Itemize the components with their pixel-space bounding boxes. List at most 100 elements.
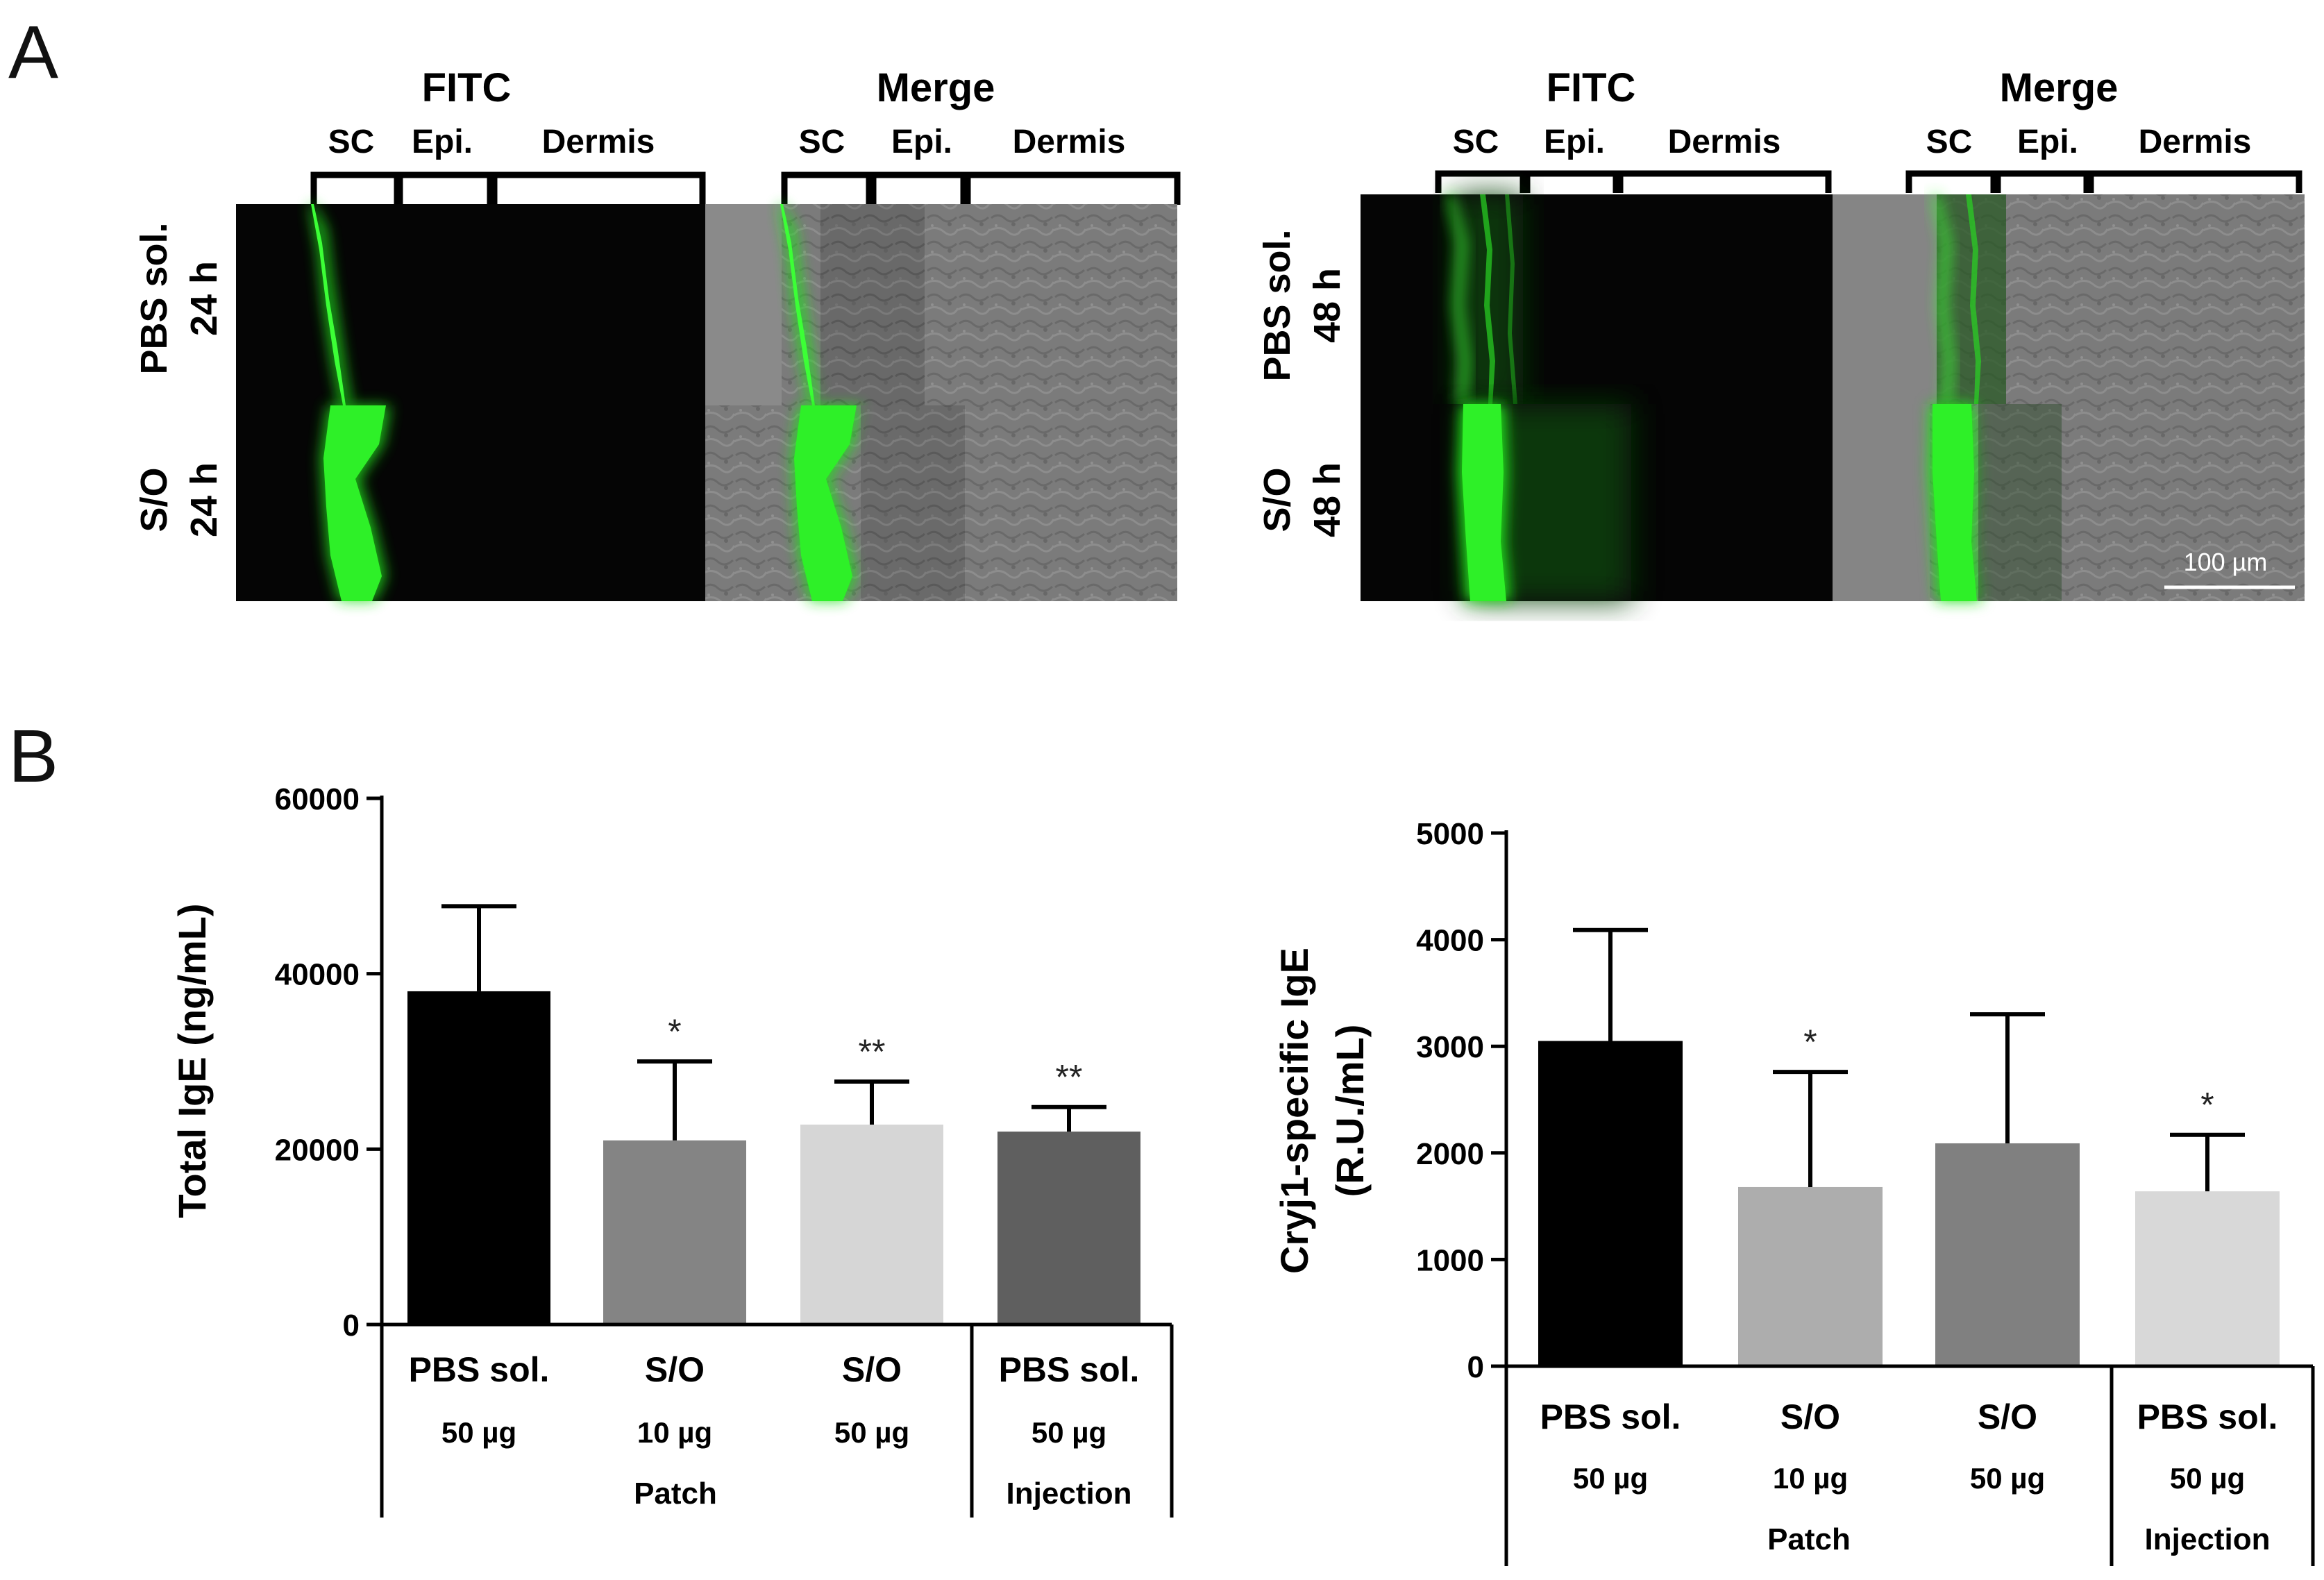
fitc-title-right: FITC <box>1547 65 1636 110</box>
error-bars <box>441 904 1106 1141</box>
significance-marks: ** <box>1803 1023 2214 1125</box>
significance-mark: * <box>1803 1023 1817 1061</box>
significance-mark: * <box>2200 1086 2214 1125</box>
y-tick-label: 5000 <box>1416 817 1484 851</box>
category-dose: 50 µg <box>834 1416 909 1449</box>
svg-text:S/O: S/O <box>133 467 175 532</box>
bar <box>407 991 550 1325</box>
svg-text:PBS sol.: PBS sol. <box>133 222 175 374</box>
group-label: Injection <box>1007 1477 1132 1511</box>
micrograph-merge-pbs-24h <box>705 204 1177 405</box>
category-dose: 50 µg <box>1573 1462 1648 1495</box>
region-label-dermis: Dermis <box>1013 124 1126 160</box>
bar <box>800 1124 943 1325</box>
category-name: S/O <box>1780 1397 1840 1436</box>
category-dose: 50 µg <box>441 1416 516 1449</box>
svg-text:24 h: 24 h <box>183 462 225 537</box>
group-label: Patch <box>634 1477 717 1511</box>
row-label-pbs-24h: PBS sol. 24 h <box>133 222 225 374</box>
micrograph-merge-so-24h <box>705 405 1177 601</box>
svg-text:48 h: 48 h <box>1306 268 1348 343</box>
micrograph-fitc-so-48h <box>1361 404 1833 601</box>
merge-title-left: Merge <box>877 65 995 110</box>
micrograph-merge-so-48h: 100 µm <box>1833 404 2305 601</box>
y-tick-label: 20000 <box>275 1133 360 1167</box>
panel-a-left-header: FITC Merge SC Epi. Dermis SC Epi. Dermis <box>310 65 1181 205</box>
y-tick-labels: 0 1000 2000 3000 4000 5000 <box>1416 817 1484 1384</box>
y-tick-label: 40000 <box>275 958 360 992</box>
significance-mark: ** <box>1056 1058 1083 1097</box>
category-dose: 50 µg <box>2170 1462 2245 1495</box>
category-name: PBS sol. <box>999 1350 1140 1389</box>
region-brackets <box>310 171 1181 205</box>
region-label-epi: Epi. <box>1544 124 1605 160</box>
chart-cryj1-ige: Cryj1-specific IgE (R.U./mL) 0 1000 2000 30… <box>1272 817 2315 1566</box>
row-label-so-48h: S/O 48 h <box>1256 462 1348 537</box>
panel-a-right-header: FITC Merge SC Epi. Dermis SC Epi. Dermis <box>1435 65 2302 193</box>
category-dose: 10 µg <box>637 1416 712 1449</box>
region-label-epi: Epi. <box>2017 124 2078 160</box>
bar <box>603 1140 746 1325</box>
x-category-labels: PBS sol. 50 µg S/O 10 µg S/O 50 µg PBS sol. 50 … <box>409 1350 1140 1511</box>
category-dose: 50 µg <box>1970 1462 2045 1495</box>
row-label-so-24h: S/O 24 h <box>133 462 225 537</box>
panel-a-label: A <box>8 10 58 94</box>
svg-text:S/O: S/O <box>1256 467 1298 532</box>
y-axis-label-unit: (R.U./mL) <box>1328 1025 1372 1197</box>
micrograph-fitc-pbs-48h <box>1361 194 1833 404</box>
significance-mark: ** <box>859 1032 886 1071</box>
micrograph-fitc-pbs-24h <box>236 204 705 405</box>
scale-bar-label: 100 µm <box>2184 548 2268 576</box>
region-label-sc: SC <box>799 124 845 160</box>
region-label-epi: Epi. <box>412 124 473 160</box>
axes <box>367 796 1174 1518</box>
significance-marks: ***** <box>668 1012 1082 1097</box>
axes <box>1491 830 2315 1566</box>
y-tick-label: 3000 <box>1416 1030 1484 1064</box>
category-name: PBS sol. <box>409 1350 550 1389</box>
bar <box>1935 1143 2080 1366</box>
y-tick-label: 1000 <box>1416 1243 1484 1277</box>
region-label-sc: SC <box>328 124 375 160</box>
bar <box>1538 1041 1683 1366</box>
y-tick-label: 2000 <box>1416 1137 1484 1171</box>
micrograph-fitc-so-24h <box>236 405 705 601</box>
y-axis-label: Cryj1-specific IgE <box>1272 948 1316 1274</box>
y-tick-label: 0 <box>1467 1350 1484 1384</box>
category-name: S/O <box>645 1350 705 1389</box>
significance-mark: * <box>668 1012 681 1051</box>
svg-text:48 h: 48 h <box>1306 462 1348 537</box>
y-tick-label: 0 <box>343 1309 360 1343</box>
bar <box>1738 1186 1883 1366</box>
region-label-sc: SC <box>1926 124 1973 160</box>
bars <box>407 991 1140 1325</box>
bars <box>1538 1041 2280 1366</box>
x-category-labels: PBS sol. 50 µg S/O 10 µg S/O 50 µg PBS sol. 50 … <box>1540 1397 2278 1556</box>
category-dose: 50 µg <box>1032 1416 1106 1449</box>
row-label-pbs-48h: PBS sol. 48 h <box>1256 229 1348 381</box>
group-label: Injection <box>2145 1522 2271 1556</box>
micrograph-merge-pbs-48h <box>1833 194 2305 404</box>
category-name: S/O <box>1978 1397 2037 1436</box>
category-dose: 10 µg <box>1773 1462 1848 1495</box>
merge-title-right: Merge <box>2000 65 2119 110</box>
bar <box>997 1132 1140 1325</box>
region-label-dermis: Dermis <box>2139 124 2252 160</box>
panel-b-label: B <box>8 714 58 798</box>
category-name: S/O <box>842 1350 902 1389</box>
category-name: PBS sol. <box>1540 1397 1681 1436</box>
fitc-title-left: FITC <box>422 65 512 110</box>
region-label-epi: Epi. <box>891 124 952 160</box>
svg-text:24 h: 24 h <box>183 261 225 336</box>
svg-text:PBS sol.: PBS sol. <box>1256 229 1298 381</box>
y-axis-label: Total IgE (ng/mL) <box>170 903 214 1218</box>
group-label: Patch <box>1767 1522 1851 1556</box>
y-tick-label: 60000 <box>275 782 360 816</box>
region-brackets <box>1435 170 2302 193</box>
y-tick-labels: 0 20000 40000 60000 <box>275 782 360 1343</box>
y-tick-label: 4000 <box>1416 924 1484 958</box>
region-label-dermis: Dermis <box>1668 124 1781 160</box>
region-label-dermis: Dermis <box>542 124 655 160</box>
